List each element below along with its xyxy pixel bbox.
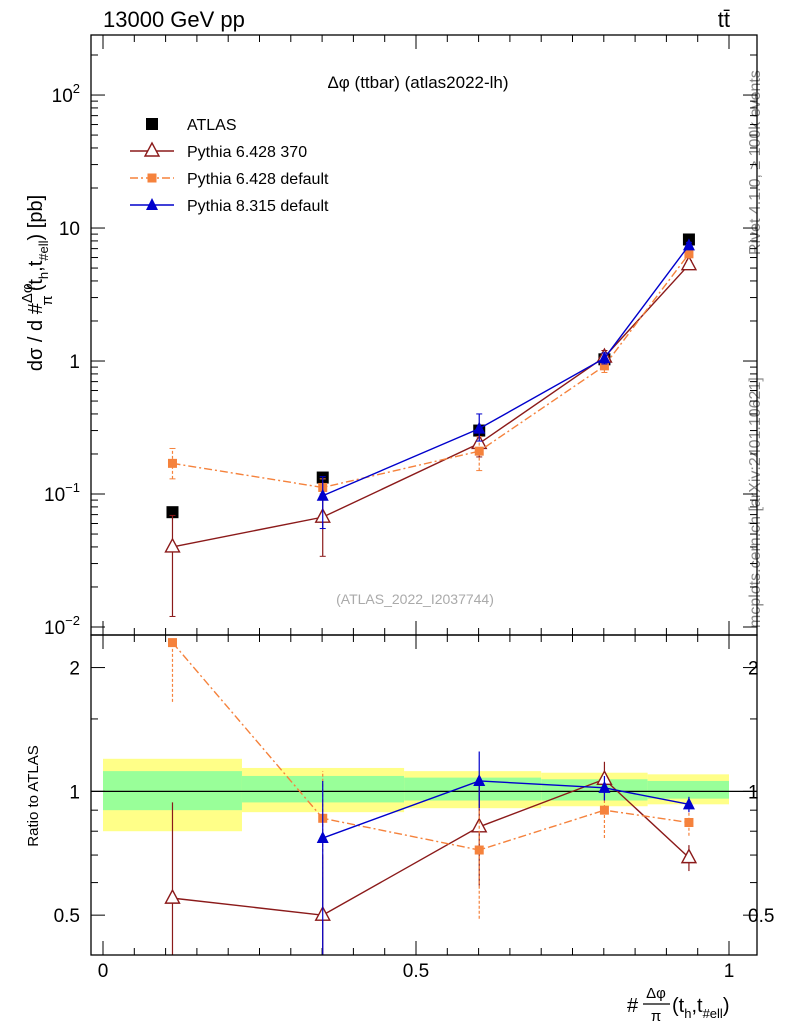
svg-text:Δφ: Δφ xyxy=(646,985,666,1002)
data-point xyxy=(684,249,694,259)
svg-text:dσ / d #Δφπ(th,t#ell) [pb]: dσ / d #Δφ π(th,t#ell) [pb] xyxy=(19,195,56,371)
ratio-tick-label-right: 0.5 xyxy=(748,906,774,927)
x-tick-label: 0.5 xyxy=(403,961,429,982)
ratio-point xyxy=(473,773,486,786)
svg-text:(th,t#ell): (th,t#ell) xyxy=(672,995,730,1021)
energy-label: 13000 GeV pp xyxy=(103,7,245,32)
ratio-point xyxy=(164,888,181,904)
data-point xyxy=(473,421,486,434)
data-point xyxy=(598,351,611,364)
series-line xyxy=(172,264,690,548)
rivet-version-label: Rivet 4.1.0, ≥ 100k events xyxy=(747,70,764,255)
main-tick-label: 1 xyxy=(69,352,80,373)
ratio-uncertainty-bands xyxy=(91,758,757,832)
data-point xyxy=(167,458,177,468)
mcplots-label: mcplots.cern.ch [arXiv:2401.10621] xyxy=(747,377,764,628)
axis-ticks: 10−2 10−1 1 10 102 0.5 0.5 1 1 2 2 0 0.5 1 xyxy=(44,35,774,982)
svg-text:#: # xyxy=(627,995,639,1017)
series-line xyxy=(172,253,690,489)
data-point xyxy=(682,238,695,251)
legend-label: Pythia 6.428 370 xyxy=(187,144,307,161)
main-tick-label: 10 xyxy=(59,219,80,240)
ratio-point xyxy=(598,780,611,793)
x-axis-label: # Δφ π (th,t#ell) xyxy=(627,985,730,1024)
series-line xyxy=(322,244,690,497)
legend-marker xyxy=(147,173,157,183)
data-point xyxy=(680,255,698,271)
chart-title: Δφ (ttbar) (atlas2022-lh) xyxy=(327,73,508,92)
ratio-point xyxy=(599,805,609,815)
ratio-band-inner xyxy=(647,780,729,799)
ratio-series-line xyxy=(322,780,690,839)
svg-text:π: π xyxy=(651,1008,661,1024)
ratio-point xyxy=(682,797,695,810)
ratio-point xyxy=(474,845,484,855)
ratio-point xyxy=(316,831,329,844)
data-series xyxy=(164,233,698,955)
legend-label: Pythia 6.428 default xyxy=(187,171,329,188)
data-point xyxy=(474,446,484,456)
process-label: tt̄ xyxy=(718,7,730,32)
legend-label: Pythia 8.315 default xyxy=(187,198,329,215)
ratio-tick-label-left: 0.5 xyxy=(54,906,80,927)
x-tick-label: 1 xyxy=(724,961,735,982)
x-tick-label: 0 xyxy=(98,961,109,982)
data-point xyxy=(316,488,329,501)
main-tick-label: 102 xyxy=(52,81,80,107)
legend-marker xyxy=(146,198,158,210)
ratio-tick-label-right: 1 xyxy=(748,782,759,803)
series-pythia-8-315-default xyxy=(316,238,695,955)
series-atlas xyxy=(166,233,695,519)
main-tick-label: 10−1 xyxy=(44,480,80,506)
legend-label: ATLAS xyxy=(187,117,237,134)
series-pythia-6-428-default xyxy=(167,249,694,919)
ratio-band-inner xyxy=(404,777,542,801)
ratio-point xyxy=(684,817,694,827)
y-axis-label: dσ / d #Δφ π(th,t#ell) [pb] xyxy=(19,195,56,371)
data-point xyxy=(164,537,181,553)
ratio-y-axis-label: Ratio to ATLAS xyxy=(25,745,42,846)
legend-marker xyxy=(143,141,161,157)
analysis-watermark: (ATLAS_2022_I2037744) xyxy=(336,591,494,607)
ratio-point xyxy=(680,848,698,864)
legend: ATLAS Pythia 6.428 370 Pythia 6.428 defaul… xyxy=(130,117,329,215)
ratio-tick-label-left: 2 xyxy=(69,659,80,680)
data-point xyxy=(599,361,609,371)
legend-marker xyxy=(146,118,158,130)
ratio-point xyxy=(167,638,177,648)
main-tick-label: 10−2 xyxy=(44,613,80,639)
ratio-tick-label-right: 2 xyxy=(748,659,759,680)
ratio-series-line xyxy=(171,642,690,851)
ratio-plot-frame xyxy=(90,634,758,956)
ratio-tick-label-left: 1 xyxy=(69,782,80,803)
